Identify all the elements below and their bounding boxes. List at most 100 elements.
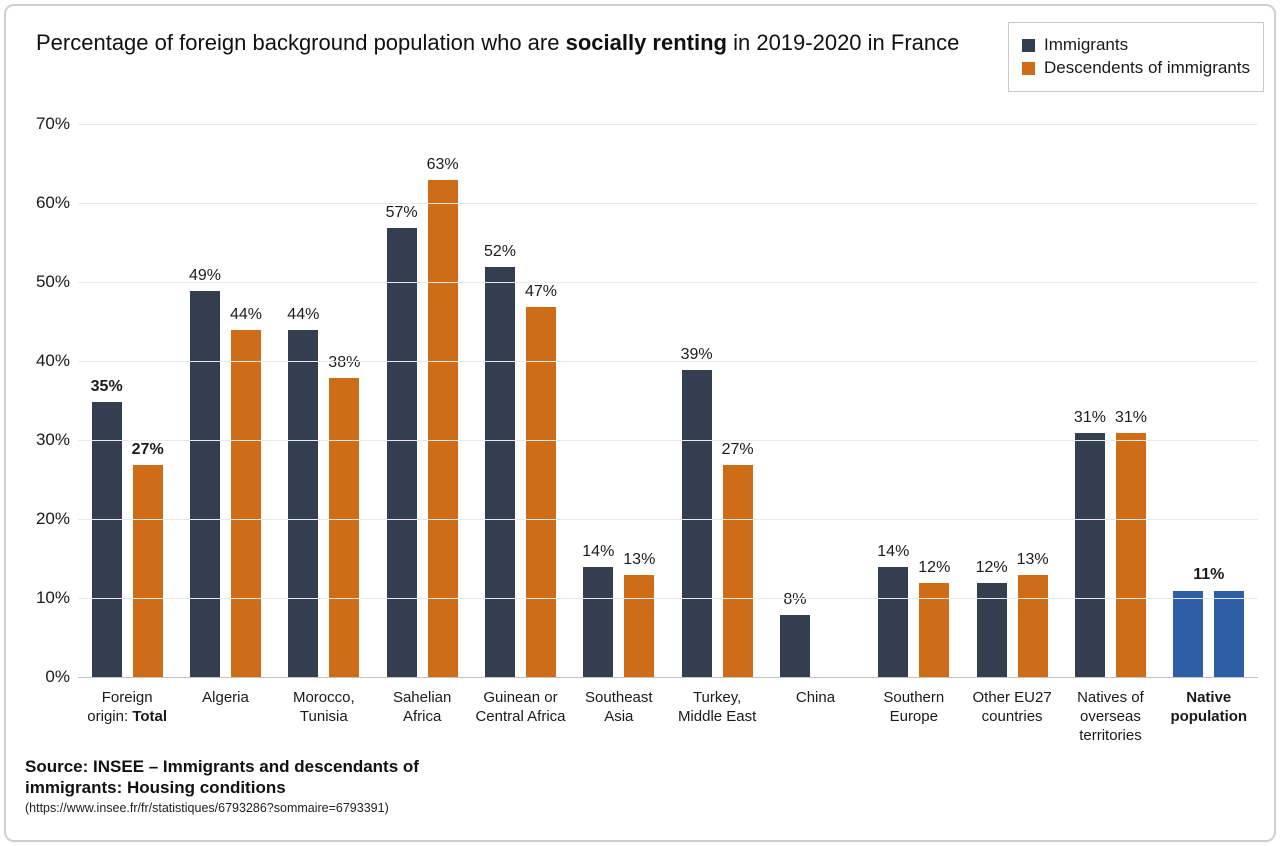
y-tick-label-70: 70% [35, 114, 70, 133]
category-label-1: Algeria [202, 689, 249, 706]
category-label-11: Native population [1170, 689, 1248, 725]
bar-slot-8-0: 14% [877, 125, 909, 678]
gridline-50 [78, 282, 1258, 283]
value-label-9-0: 12% [975, 559, 1008, 577]
category-label-2: Morocco, Tunisia [292, 689, 355, 725]
legend-label-descendants: Descendents of immigrants [1044, 58, 1250, 77]
value-label-8-1: 12% [918, 559, 951, 577]
value-label-11-shared: 11% [1193, 566, 1225, 584]
bar-group-11: 11% [1160, 125, 1258, 678]
bar-descendants-3: 63% [427, 156, 459, 678]
bar-slot-0-0: 35% [91, 125, 123, 678]
category-label-8: Southern Europe [883, 689, 945, 725]
value-label-1-0: 49% [188, 266, 221, 284]
y-tick-label-0: 0% [45, 667, 70, 686]
legend: Immigrants Descendents of immigrants [1008, 22, 1264, 92]
value-label-0-0: 35% [90, 377, 123, 395]
gridline-30 [78, 440, 1258, 441]
value-label-10-0: 31% [1073, 409, 1106, 427]
value-label-0-1: 27% [131, 440, 164, 458]
legend-swatch-immigrants [1022, 38, 1036, 52]
bar-slot-10-0: 31% [1074, 125, 1106, 678]
bar-group-9: 12% 13% [963, 125, 1061, 678]
bar-slot-2-1: 38% [328, 125, 360, 678]
y-tick-label-40: 40% [35, 351, 70, 371]
legend-item-immigrants: Immigrants [1022, 35, 1250, 55]
bar-descendants-10: 31% [1115, 409, 1147, 678]
value-label-3-0: 57% [385, 203, 418, 221]
value-label-4-0: 52% [483, 243, 516, 261]
y-axis: 0% 10% 20% 30% 40% 50% 60% 70% [12, 114, 70, 686]
bar-slot-6-0: 39% [680, 125, 713, 678]
y-tick-label-10: 10% [35, 588, 70, 608]
bar-descendants-1: 44% [230, 306, 262, 678]
bar-slot-5-0: 14% [582, 125, 614, 678]
y-tick-label-30: 30% [35, 430, 70, 449]
bar-immigrants-0: 35% [91, 378, 123, 678]
bar-slot-3-0: 57% [386, 125, 418, 678]
bar-descendants-4: 47% [525, 283, 557, 678]
source-url: (https://www.insee.fr/fr/statistiques/67… [25, 801, 389, 815]
legend-swatch-descendants [1022, 61, 1036, 75]
gridline-0 [78, 677, 1258, 678]
bar-slot-11-1 [1214, 125, 1245, 678]
gridline-20 [78, 519, 1258, 520]
category-label-10: Natives of overseas territories [1077, 689, 1144, 744]
bar-immigrants-3: 57% [386, 204, 418, 678]
bar-slot-6-1: 27% [722, 125, 754, 678]
category-label-0: Foreign origin: Total [87, 689, 168, 725]
value-label-2-0: 44% [287, 306, 320, 324]
bar-slot-1-0: 49% [188, 125, 221, 678]
bar-slot-9-1: 13% [1017, 125, 1049, 678]
value-label-2-1: 38% [328, 353, 361, 371]
value-label-7-0: 8% [783, 590, 807, 608]
bar-slot-4-0: 52% [483, 125, 516, 678]
plot-area: 35% 27% 49% 44% 44% 38% 57% 63% 52% 47% 14% 13% 39% 2… [78, 124, 1258, 678]
legend-item-descendants: Descendents of immigrants [1022, 58, 1250, 78]
chart-title: Percentage of foreign background populat… [36, 27, 1011, 58]
bar-group-0: 35% 27% [78, 125, 176, 678]
value-label-6-0: 39% [680, 345, 713, 363]
bar-immigrants-10: 31% [1074, 409, 1106, 678]
title-bold-text: socially renting [565, 30, 727, 55]
bar-descendants-9: 13% [1017, 551, 1049, 678]
bar-slot-7-1 [821, 125, 851, 678]
bar-descendants-2: 38% [328, 354, 360, 678]
value-label-4-1: 47% [524, 282, 557, 300]
bar-descendants-0: 27% [132, 441, 164, 678]
value-label-8-0: 14% [877, 543, 910, 561]
bar-group-5: 14% 13% [570, 125, 668, 678]
category-label-5: Southeast Asia [585, 689, 653, 725]
bar-slot-8-1: 12% [918, 125, 950, 678]
source-note: Source: INSEE – Immigrants and descendan… [25, 756, 480, 816]
bar-group-6: 39% 27% [668, 125, 766, 678]
bar-slot-9-0: 12% [975, 125, 1008, 678]
bar-group-4: 52% 47% [471, 125, 569, 678]
gridline-70 [78, 124, 1258, 125]
bar-slot-10-1: 31% [1115, 125, 1147, 678]
value-label-5-1: 13% [623, 551, 656, 569]
bar-slot-2-0: 44% [287, 125, 320, 678]
y-tick-label-20: 20% [35, 509, 70, 529]
bar-slot-0-1: 27% [132, 125, 164, 678]
value-label-10-1: 31% [1114, 409, 1147, 427]
value-label-3-1: 63% [426, 156, 459, 174]
value-label-5-0: 14% [582, 543, 615, 561]
bar-slot-5-1: 13% [623, 125, 656, 678]
bar-immigrants-8: 14% [877, 543, 909, 678]
category-label-7: China [795, 689, 836, 706]
y-tick-label-50: 50% [35, 272, 70, 291]
category-label-3: Sahelian Africa [392, 689, 452, 725]
bar-slot-1-1: 44% [230, 125, 262, 678]
bar-descendants-8: 12% [918, 559, 950, 678]
bar-slot-11-0 [1173, 125, 1204, 678]
bar-group-10: 31% 31% [1061, 125, 1159, 678]
legend-label-immigrants: Immigrants [1044, 35, 1129, 54]
gridline-10 [78, 598, 1258, 599]
bar-immigrants-5: 14% [582, 543, 614, 678]
x-axis-labels: Foreign origin: Total Algeria Morocco, Tun… [78, 688, 1258, 745]
gridline-40 [78, 361, 1258, 362]
bar-group-8: 14% 12% [865, 125, 963, 678]
bar-group-3: 57% 63% [373, 125, 471, 678]
